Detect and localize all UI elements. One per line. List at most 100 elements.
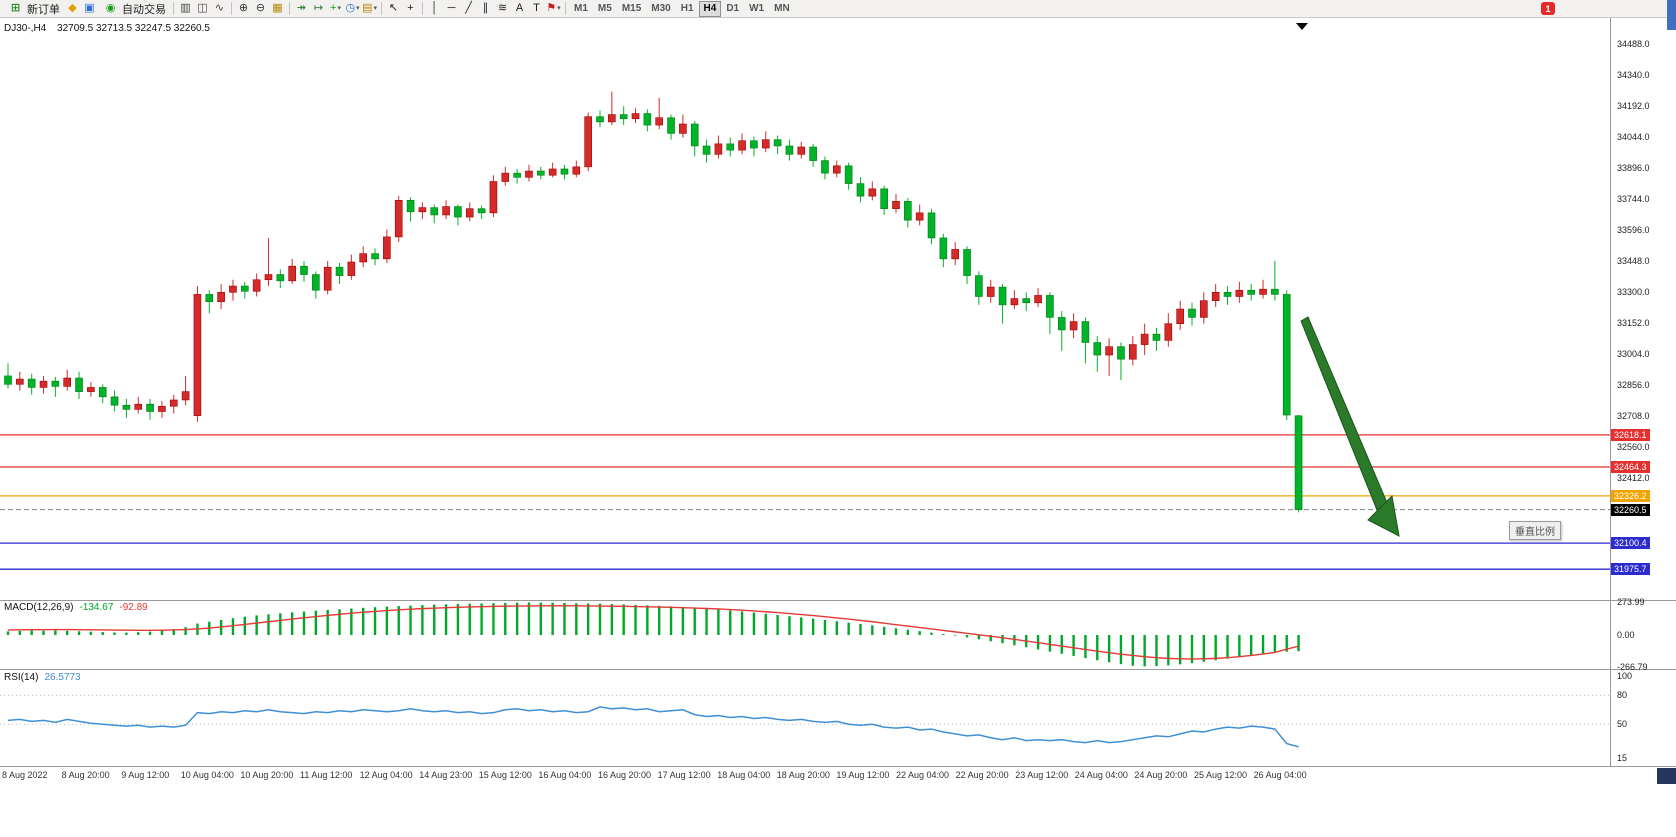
bar-chart-icon[interactable]: ▥	[180, 2, 191, 14]
templates-icon[interactable]: ▤ ▾	[362, 2, 377, 14]
time-axis-label: 8 Aug 2022	[2, 770, 48, 780]
macd-signal-value: -92.89	[119, 602, 148, 613]
time-axis-label: 15 Aug 12:00	[478, 770, 532, 780]
symbol-timeframe-label: DJ30-,H4	[4, 23, 47, 34]
time-axis-label: 18 Aug 04:00	[717, 770, 771, 780]
time-axis-label: 16 Aug 04:00	[538, 770, 592, 780]
timeframe-d1[interactable]: D1	[726, 3, 740, 14]
price-tick-label: 32560.0	[1617, 442, 1650, 453]
rsi-axis-label: 100	[1617, 671, 1633, 681]
macd-axis-label: -266.79	[1617, 662, 1648, 673]
timeframe-m30[interactable]: M30	[651, 3, 671, 14]
rsi-axis-label: 50	[1617, 719, 1628, 730]
chart-shift-icon[interactable]: ↦	[313, 2, 324, 14]
tile-windows-icon[interactable]: ▦	[272, 2, 283, 14]
toolbar-separator	[231, 2, 232, 15]
time-axis-label: 12 Aug 04:00	[359, 770, 413, 780]
chevron-down-icon: ▾	[373, 5, 377, 12]
rsi-name: RSI(14)	[4, 672, 39, 683]
horizontal-line-icon[interactable]: ─	[447, 2, 456, 14]
chevron-down-icon: ▾	[337, 5, 341, 12]
zoom-out-icon[interactable]: ⊖	[255, 2, 266, 14]
ohlc-values: 32709.5 32713.5 32247.5 32260.5	[57, 23, 210, 34]
time-axis-label: 10 Aug 20:00	[240, 770, 294, 780]
price-tick-label: 33744.0	[1617, 194, 1650, 205]
timeframe-h1[interactable]: H1	[680, 3, 694, 14]
periods-clock-icon[interactable]: ◷ ▾	[345, 2, 360, 14]
trendline-icon[interactable]: ╱	[465, 2, 472, 14]
price-axis[interactable]: 34488.0 34340.0 34192.0 34044.0 33896.0 33744…	[1610, 0, 1676, 837]
new-order-button-label: 新订单	[27, 3, 60, 16]
auto-scroll-icon[interactable]: ↠	[296, 2, 307, 14]
vertical-line-icon[interactable]: │	[431, 2, 438, 14]
vertical-scale-tooltip: 垂直比例	[1509, 521, 1561, 540]
rsi-panel[interactable]	[0, 670, 1610, 766]
rsi-indicator-label: RSI(14) 26.5773	[4, 672, 81, 683]
time-axis-label: 24 Aug 20:00	[1134, 770, 1188, 780]
macd-histogram	[6, 602, 1300, 667]
crosshair-icon[interactable]: +	[407, 2, 414, 14]
time-axis-label: 26 Aug 04:00	[1253, 770, 1307, 780]
price-line-badge: 32326.2	[1611, 489, 1650, 502]
timeframe-mn[interactable]: MN	[774, 3, 790, 14]
toolbar-separator	[565, 2, 566, 15]
toolbar-separator	[173, 2, 174, 15]
price-line-badge: 31975.7	[1611, 563, 1650, 576]
timeframe-m1[interactable]: M1	[574, 3, 588, 14]
price-tick-label: 33300.0	[1617, 287, 1650, 298]
price-tick-label: 32412.0	[1617, 472, 1650, 483]
zoom-in-icon[interactable]: ⊕	[238, 2, 249, 14]
toolbar: ⊞ 新订单 ◆ ▣ ◉ 自动交易 ▥ ◫ ∿ ⊕ ⊖ ▦ ↠ ↦ + ▾ ◷ ▾ ▤ ▾ ↖ + │ ─ ╱ ∥ ≋ A T ⚑ ▾ M1 M5…	[0, 0, 1676, 18]
window-corner-decoration-bottom	[1657, 768, 1676, 784]
rsi-axis-label: 15	[1617, 753, 1628, 764]
time-axis-label: 22 Aug 20:00	[955, 770, 1009, 780]
line-chart-icon[interactable]: ∿	[214, 2, 225, 14]
macd-name: MACD(12,26,9)	[4, 602, 74, 613]
price-line-badge: 32260.5	[1611, 503, 1650, 516]
timeframe-w1[interactable]: W1	[749, 3, 765, 14]
price-tick-label: 32708.0	[1617, 411, 1650, 422]
price-tick-label: 34192.0	[1617, 100, 1650, 111]
timeframe-h4[interactable]: H4	[698, 0, 722, 17]
window-corner-decoration-top	[1667, 0, 1676, 30]
gold-diamond-icon[interactable]: ◆	[68, 2, 77, 14]
price-tick-label: 33896.0	[1617, 162, 1650, 173]
autotrading-button-label: 自动交易	[122, 3, 166, 16]
timeframe-m15[interactable]: M15	[621, 3, 642, 14]
autotrading-button[interactable]: ◉ 自动交易	[98, 1, 170, 16]
chart-ohlc-info: DJ30-,H4 32709.5 32713.5 32247.5 32260.5	[4, 23, 210, 34]
text-label-icon[interactable]: T	[533, 2, 540, 14]
time-axis-label: 16 Aug 20:00	[598, 770, 652, 780]
down-arrow-annotation[interactable]	[1300, 316, 1400, 537]
candlestick-chart-icon[interactable]: ◫	[197, 2, 208, 14]
text-icon[interactable]: A	[515, 2, 524, 14]
price-axis-border	[1610, 18, 1611, 766]
price-line-badge: 32100.4	[1611, 537, 1650, 550]
rsi-axis-label: 80	[1617, 690, 1628, 701]
panel-separator-macd[interactable]	[0, 600, 1676, 601]
time-axis[interactable]: 8 Aug 2022 8 Aug 20:00 9 Aug 12:00 10 Aug 0…	[0, 767, 1610, 783]
notification-badge[interactable]: 1	[1541, 2, 1555, 15]
time-axis-label: 11 Aug 12:00	[300, 770, 353, 780]
main-chart[interactable]	[0, 18, 1610, 600]
new-order-icon: ⊞	[10, 2, 21, 14]
fibonacci-icon[interactable]: ≋	[497, 2, 508, 14]
timeframe-m5[interactable]: M5	[597, 3, 612, 14]
time-axis-label: 17 Aug 12:00	[657, 770, 711, 780]
macd-panel[interactable]	[0, 601, 1610, 668]
market-watch-icon[interactable]: ▣	[84, 2, 95, 14]
cursor-icon[interactable]: ↖	[388, 2, 399, 14]
indicators-add-icon[interactable]: + ▾	[330, 2, 341, 14]
arrows-objects-icon[interactable]: ⚑ ▾	[546, 2, 561, 14]
toolbar-separator	[422, 2, 423, 15]
price-tick-label: 34488.0	[1617, 38, 1650, 49]
time-axis-label: 8 Aug 20:00	[61, 770, 110, 780]
price-tick-label: 33152.0	[1617, 318, 1650, 329]
equidistant-channel-icon[interactable]: ∥	[482, 2, 489, 14]
time-axis-label: 25 Aug 12:00	[1194, 770, 1248, 780]
panel-separator-rsi[interactable]	[0, 669, 1676, 670]
new-order-button[interactable]: ⊞ 新订单	[3, 1, 64, 16]
current-bar-marker	[1296, 23, 1308, 30]
price-tick-label: 32856.0	[1617, 380, 1650, 391]
